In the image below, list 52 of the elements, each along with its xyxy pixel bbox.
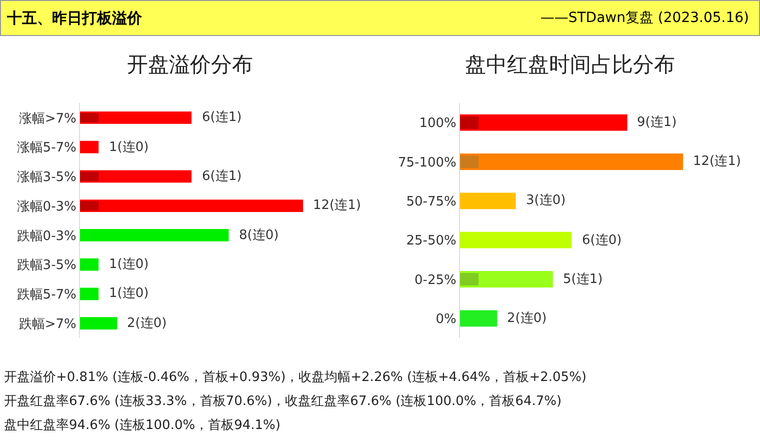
text: ——STDawn复盘 (2023.05.16) (540, 9, 750, 27)
bar (460, 272, 479, 286)
data-label: 3(连0) (526, 193, 566, 208)
text: 盘中红盘率94.6% (连板100.0%，首板94.1%) (4, 417, 282, 435)
text: 开盘溢价+0.81% (连板-0.46%，首板+0.93%)，收盘均幅+2.26% (连板+4.64%，首板+2.05%) (4, 369, 586, 387)
text: 开盘红盘率67.6% (连板33.3%，首板70.6%)，收盘红盘率67.6% (连板100.0%，首板64.7%) (4, 393, 563, 411)
bar (80, 172, 99, 182)
y-tick-label: 涨幅>7% (18, 111, 76, 126)
y-tick-label: 跌幅0-3% (16, 228, 76, 244)
bar (80, 288, 99, 300)
data-label: 2(连0) (127, 316, 167, 331)
data-label: 1(连0) (109, 140, 149, 155)
data-label: 6(连1) (202, 110, 242, 125)
y-tick-label: 50-75% (406, 194, 456, 210)
y-tick-label: 涨幅0-3% (16, 199, 76, 214)
bar (80, 258, 99, 271)
bar (460, 116, 479, 129)
data-label: 5(连1) (563, 272, 603, 287)
bar (80, 229, 229, 242)
chart-title: 开盘溢价分布 (127, 52, 253, 77)
data-label: 8(连0) (239, 228, 279, 243)
y-tick-label: 0-25% (414, 272, 456, 288)
bar (80, 200, 304, 212)
bar (80, 317, 118, 330)
data-label: 1(连0) (109, 257, 149, 272)
y-tick-label: 0% (436, 312, 456, 327)
bar (460, 114, 628, 131)
y-tick-label: 100% (419, 116, 456, 132)
bar (460, 155, 479, 168)
bar (460, 192, 516, 210)
data-label: 12(连1) (313, 198, 361, 213)
y-tick-label: 跌幅>7% (18, 316, 76, 332)
bar (460, 310, 498, 327)
bar (80, 201, 99, 211)
bar (80, 140, 99, 154)
data-label: 6(连0) (582, 233, 622, 248)
data-label: 6(连1) (202, 169, 242, 184)
data-label: 9(连1) (637, 115, 677, 130)
y-tick-label: 跌幅5-7% (16, 287, 76, 302)
bar (80, 112, 99, 122)
bar (460, 232, 572, 248)
data-label: 1(连0) (109, 286, 149, 301)
chart-title: 盘中红盘时间占比分布 (465, 52, 675, 77)
data-label: 2(连0) (507, 311, 547, 326)
y-tick-label: 涨幅5-7% (16, 140, 76, 156)
y-tick-label: 25-50% (406, 234, 456, 249)
text: 十五、昨日打板溢价 (6, 8, 142, 28)
y-tick-label: 跌幅3-5% (16, 258, 76, 274)
data-label: 12(连1) (693, 154, 741, 169)
y-tick-label: 75-100% (398, 155, 456, 170)
y-tick-label: 涨幅3-5% (16, 170, 76, 185)
bar (460, 154, 684, 170)
